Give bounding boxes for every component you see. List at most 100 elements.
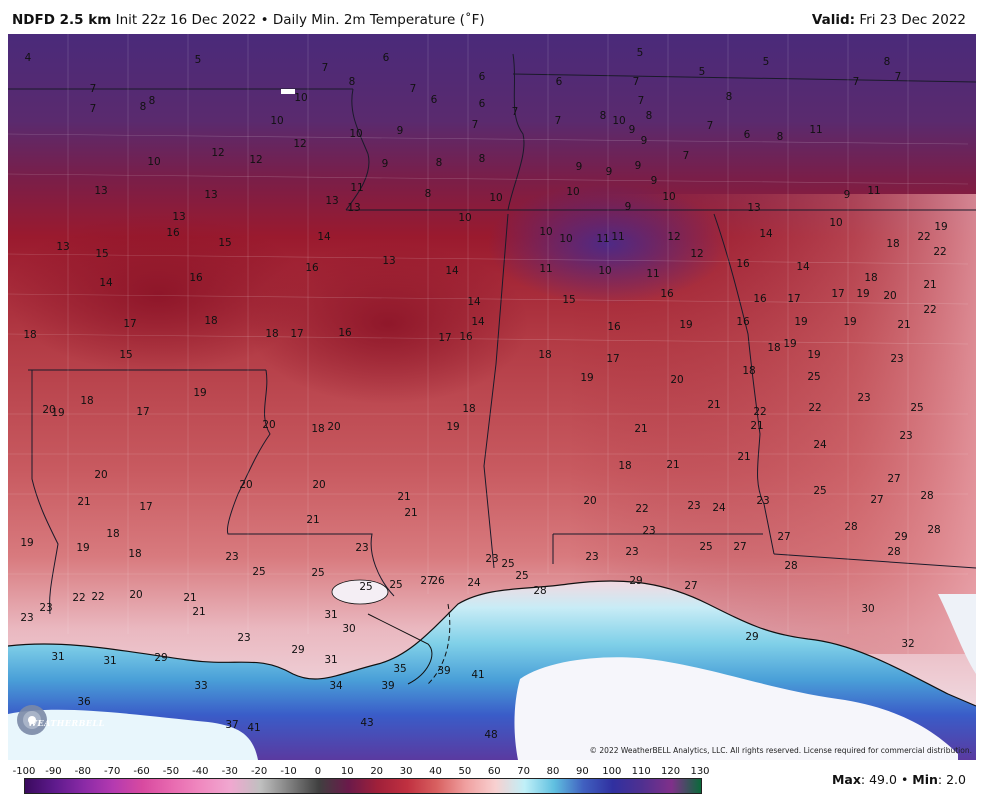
temp-label: 13 (204, 189, 217, 201)
temp-label: 7 (707, 120, 714, 132)
temp-label: 20 (583, 495, 596, 507)
temp-label: 17 (606, 353, 619, 365)
temp-label: 25 (910, 402, 923, 414)
temp-label: 27 (733, 541, 746, 553)
temp-label: 8 (646, 110, 653, 122)
temp-label: 30 (861, 603, 874, 615)
temp-label: 25 (389, 579, 402, 591)
copyright-notice: © 2022 WeatherBELL Analytics, LLC. All r… (589, 746, 972, 755)
temp-label: 31 (324, 654, 337, 666)
temp-label: 6 (744, 129, 751, 141)
colorbar-tick-label: 50 (458, 766, 472, 777)
temp-label: 9 (629, 124, 636, 136)
colorbar-tick-label: 10 (340, 766, 354, 777)
coastal-light-water (8, 709, 258, 760)
temp-label: 11 (809, 124, 822, 136)
temp-label: 21 (707, 399, 720, 411)
temp-label: 22 (917, 231, 930, 243)
temp-label: 5 (195, 54, 202, 66)
temp-label: 10 (458, 212, 471, 224)
max-min-readout: Max: 49.0 • Min: 2.0 (831, 772, 966, 787)
temp-label: 7 (512, 106, 519, 118)
temp-label: 17 (136, 406, 149, 418)
temp-label: 15 (218, 237, 231, 249)
temp-label: 14 (759, 228, 773, 240)
temp-label: 9 (625, 201, 632, 213)
temp-label: 10 (270, 115, 283, 127)
temp-label: 25 (807, 371, 820, 383)
temp-label: 14 (796, 261, 810, 273)
map-title: NDFD 2.5 km Init 22z 16 Dec 2022 • Daily… (12, 12, 485, 28)
temp-label: 32 (901, 638, 914, 650)
temp-label: 16 (736, 316, 750, 328)
temp-label: 15 (562, 294, 575, 306)
temp-label: 28 (927, 524, 940, 536)
temp-label: 19 (20, 537, 33, 549)
temp-label: 9 (641, 135, 648, 147)
colorbar-tick-label: -90 (45, 766, 62, 777)
temp-label: 21 (737, 451, 750, 463)
temp-label: 16 (459, 331, 473, 343)
logo-swirl-icon (17, 705, 47, 735)
temp-label: 29 (629, 575, 642, 587)
colorbar-tick-label: 70 (517, 766, 531, 777)
temp-label: 20 (327, 421, 340, 433)
temperature-map[interactable]: 4 5 7 6 6 5 5 5 8 7 7 7 8 7 6 7 8 7 8 8 10 6 6 7 7 10 7 7 8 10 8 7 11 10 9… (8, 34, 976, 760)
temp-label: 23 (39, 602, 52, 614)
temp-label: 19 (76, 542, 89, 554)
dashed-marine-boundary (427, 603, 451, 685)
temp-label: 14 (445, 265, 459, 277)
temp-label: 12 (667, 231, 680, 243)
temp-label: 6 (431, 94, 438, 106)
weatherbell-logo: WEATHERBELL (12, 700, 104, 736)
logo-text: WEATHERBELL (28, 718, 105, 728)
lake-pontchartrain (331, 579, 389, 605)
temp-label: 18 (767, 342, 780, 354)
temp-label: 7 (90, 83, 97, 95)
temp-label: 7 (472, 119, 479, 131)
temp-label: 23 (485, 553, 498, 565)
temp-label: 31 (103, 655, 116, 667)
temp-label: 25 (501, 558, 514, 570)
min-value: 2.0 (946, 772, 966, 787)
temp-label: 8 (140, 101, 147, 113)
temp-label: 9 (397, 125, 404, 137)
temp-label: 23 (756, 495, 769, 507)
temp-label: 18 (538, 349, 551, 361)
colorbar-tick-label: 40 (429, 766, 442, 777)
colorbar-tick-label: 0 (314, 766, 322, 777)
temp-label: 18 (618, 460, 631, 472)
valid-value: Fri 23 Dec 2022 (859, 12, 966, 28)
temp-label: 11 (646, 268, 659, 280)
temp-label: 9 (651, 175, 658, 187)
temp-label: 13 (747, 202, 760, 214)
colorbar-tick-label: -50 (162, 766, 180, 777)
colorbar-tick-label: -30 (221, 766, 238, 777)
temp-label: 7 (410, 83, 417, 95)
temp-label: 10 (539, 226, 552, 238)
temp-label: 20 (239, 479, 252, 491)
state-borders (8, 53, 976, 615)
temp-label: 5 (637, 47, 644, 59)
temp-label: 19 (843, 316, 856, 328)
temp-label: 7 (895, 71, 902, 83)
temp-label: 20 (262, 419, 275, 431)
temp-label: 29 (894, 531, 907, 543)
temp-label: 41 (471, 669, 484, 681)
temp-label: 14 (467, 296, 481, 308)
temp-label: 23 (857, 392, 870, 404)
temp-label: 19 (51, 407, 64, 419)
temp-label: 48 (484, 729, 497, 741)
temp-label: 19 (794, 316, 807, 328)
mississippi-delta (367, 613, 433, 685)
colorbar-tick-label: 110 (631, 766, 651, 777)
product-name: Daily Min. 2m Temperature (˚F) (272, 12, 485, 28)
temp-label: 8 (149, 95, 156, 107)
temp-label: 23 (225, 551, 238, 563)
temp-label: 18 (311, 423, 324, 435)
temp-label: 12 (690, 248, 703, 260)
temp-label: 33 (194, 680, 207, 692)
temp-label: 9 (606, 166, 613, 178)
temp-label: 7 (633, 76, 640, 88)
atlantic-ocean (938, 594, 976, 674)
